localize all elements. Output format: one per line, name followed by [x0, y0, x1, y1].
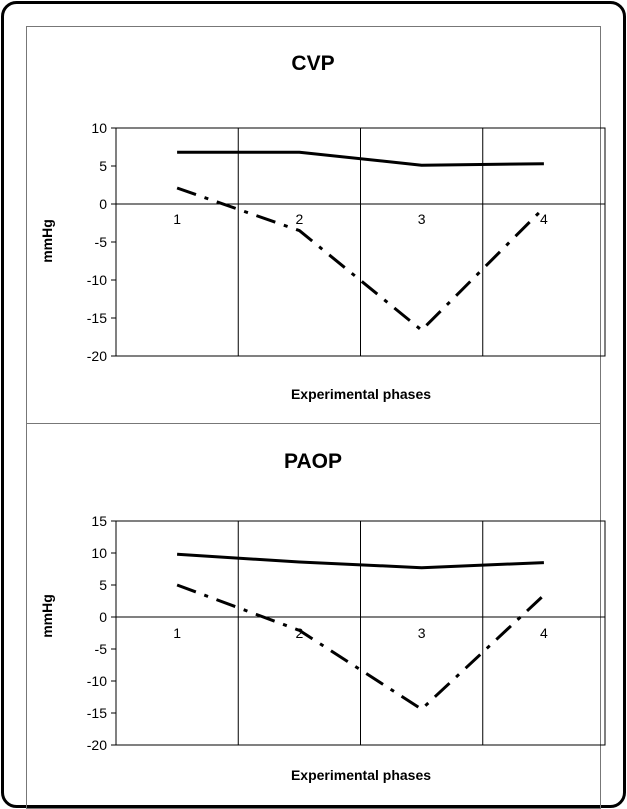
y-tick-label: -5 [95, 641, 108, 657]
y-tick-label: 10 [91, 120, 107, 136]
cvp-chart: CVP mmHg Experimental phases 10 5 0 -5 -10 -1… [39, 52, 606, 402]
x-tick-label: 3 [418, 211, 426, 227]
x-tick-label: 4 [540, 211, 548, 227]
x-tick-label: 2 [295, 625, 303, 641]
y-tick-label: 0 [99, 609, 107, 625]
x-axis-label: Experimental phases [291, 767, 431, 783]
y-axis-label: mmHg [39, 219, 55, 263]
plot-area [115, 520, 606, 746]
y-tick-label: -10 [87, 673, 107, 689]
y-tick-label: -5 [95, 234, 108, 250]
y-tick-label: 5 [99, 577, 107, 593]
x-tick-label: 2 [295, 211, 303, 227]
y-tick-label: 5 [99, 158, 107, 174]
y-tick-label: -20 [87, 737, 107, 753]
y-tick-label: -10 [87, 272, 107, 288]
y-tick-label: 15 [91, 513, 107, 529]
x-tick-label: 3 [418, 625, 426, 641]
series-line-solid [177, 150, 544, 167]
y-axis-label: mmHg [39, 594, 55, 638]
y-tick-label: -15 [87, 705, 107, 721]
y-tick-label: -20 [87, 348, 107, 364]
y-tick-label: 10 [91, 545, 107, 561]
x-axis-label: Experimental phases [291, 386, 431, 402]
y-tick-label: -15 [87, 310, 107, 326]
x-tick-label: 4 [540, 625, 548, 641]
paop-chart: PAOP mmHg Experimental phases 15 10 5 0 -5 -1… [39, 450, 606, 783]
x-tick-label: 1 [173, 625, 181, 641]
y-tick-label: 0 [99, 196, 107, 212]
x-tick-label: 1 [173, 211, 181, 227]
chart-title: PAOP [284, 450, 342, 473]
chart-title: CVP [291, 52, 334, 75]
series-line-solid [177, 552, 544, 570]
